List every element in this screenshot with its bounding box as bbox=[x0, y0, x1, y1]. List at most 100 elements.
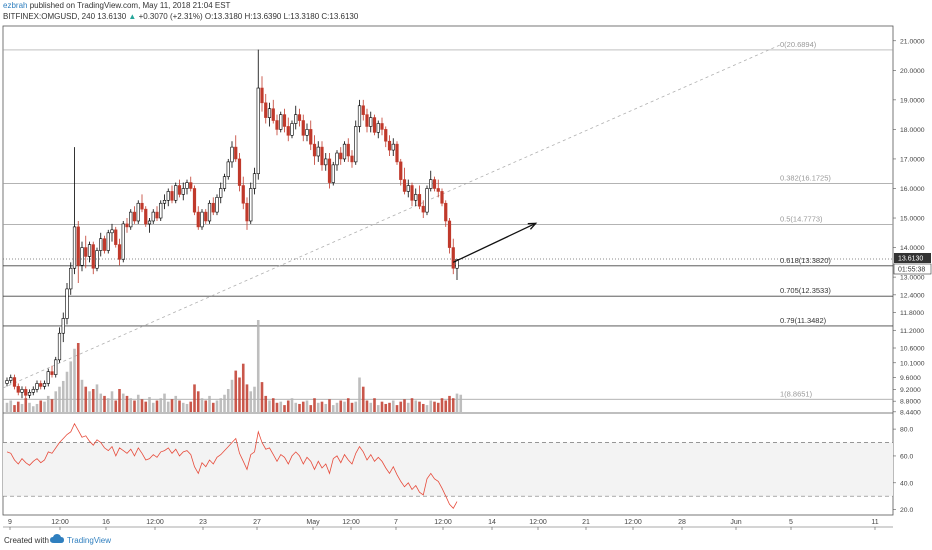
price-tick-label: 21.0000 bbox=[900, 38, 925, 45]
candle-body bbox=[346, 143, 350, 157]
volume-bar bbox=[118, 389, 121, 412]
candle-body bbox=[159, 202, 163, 219]
candle-body bbox=[125, 223, 129, 228]
candle-body bbox=[376, 123, 380, 133]
volume-bar bbox=[28, 402, 31, 412]
author-name[interactable]: ezbrah bbox=[3, 1, 28, 10]
candle-body bbox=[91, 244, 95, 269]
volume-bar bbox=[395, 405, 399, 412]
time-tick-label: 12:00 bbox=[434, 519, 452, 526]
volume-bar bbox=[65, 371, 69, 412]
volume-bar bbox=[290, 398, 294, 412]
volume-bar bbox=[253, 386, 256, 412]
volume-bar bbox=[129, 398, 133, 412]
candle-body bbox=[20, 389, 24, 393]
volume-bar bbox=[208, 395, 211, 412]
fib-retracement: 0(20.6894) 0.382(16.1725) 0.5(14.7773) 0.61… bbox=[3, 40, 893, 400]
volume-bar bbox=[13, 405, 16, 412]
volume-bar bbox=[433, 401, 436, 412]
volume-bar bbox=[294, 402, 298, 412]
volume-bar bbox=[76, 343, 80, 412]
candle-body bbox=[155, 211, 159, 219]
volume-bar bbox=[106, 398, 110, 412]
price-change: +0.3070 (+2.31%) bbox=[138, 12, 203, 21]
volume-bar bbox=[279, 401, 283, 412]
symbol-label: BITFINEX:OMGUSD, 240 bbox=[3, 12, 96, 21]
volume-bar bbox=[69, 361, 73, 412]
volume-bar bbox=[305, 400, 309, 412]
candle-body bbox=[455, 259, 459, 269]
candle-body bbox=[200, 211, 204, 228]
fib-label-0: 0(20.6894) bbox=[780, 40, 817, 49]
price-tick-label: 15.0000 bbox=[900, 216, 925, 223]
candle-body bbox=[357, 105, 362, 127]
volume-bar bbox=[365, 400, 369, 412]
volume-bar bbox=[136, 394, 140, 412]
candle-body bbox=[215, 197, 219, 213]
volume-bar bbox=[226, 389, 230, 412]
created-with-label: Created with bbox=[4, 536, 49, 545]
volume-bar bbox=[125, 395, 129, 412]
volume-bar bbox=[215, 400, 219, 412]
candle-body bbox=[444, 202, 448, 222]
last-price-label: 13.6130 bbox=[898, 255, 923, 262]
volume-bar bbox=[114, 400, 118, 412]
volume-bar bbox=[414, 400, 418, 412]
candle-body bbox=[39, 383, 43, 387]
volume-bar bbox=[58, 386, 61, 412]
candle-body bbox=[76, 226, 80, 266]
volume-bar bbox=[275, 402, 279, 412]
volume-bar bbox=[200, 398, 204, 412]
volume-bar bbox=[328, 399, 331, 412]
volume-bar bbox=[358, 377, 361, 412]
candle-body bbox=[301, 120, 305, 136]
volume-bar bbox=[24, 398, 28, 412]
volume-bar bbox=[151, 402, 155, 412]
candle-body bbox=[132, 211, 137, 222]
time-tick-label: 14 bbox=[488, 519, 496, 526]
volume-bar bbox=[444, 400, 448, 412]
volume-bar bbox=[61, 380, 65, 412]
candle-body bbox=[234, 146, 238, 160]
candle-body bbox=[50, 371, 54, 375]
volume-bar bbox=[459, 394, 463, 412]
fib-label-1: 1(8.8651) bbox=[780, 389, 813, 398]
candle-body bbox=[27, 392, 32, 396]
volume-bar bbox=[133, 400, 136, 412]
time-tick-label: 23 bbox=[199, 519, 207, 526]
volume-bar bbox=[155, 400, 159, 412]
fib-label-0-705: 0.705(12.3533) bbox=[780, 286, 831, 295]
volume-bar bbox=[268, 400, 271, 412]
candle-body bbox=[72, 226, 77, 269]
candle-body bbox=[429, 179, 433, 189]
price-tick-label: 17.0000 bbox=[900, 156, 925, 163]
candle-body bbox=[286, 126, 290, 136]
volume-bar bbox=[283, 405, 286, 412]
rsi-indicator bbox=[6, 422, 458, 509]
volume-bar bbox=[380, 401, 384, 412]
tradingview-brand[interactable]: TradingView bbox=[67, 536, 111, 545]
candle-body bbox=[399, 161, 403, 180]
candle-body bbox=[237, 158, 242, 186]
volume-bar bbox=[196, 391, 200, 412]
time-tick-label: 7 bbox=[394, 519, 398, 526]
candle-body bbox=[252, 173, 257, 189]
price-tick-label: 8.4400 bbox=[900, 409, 921, 416]
volume-bar bbox=[410, 398, 414, 412]
time-tick-label: 12:00 bbox=[529, 519, 547, 526]
candle-body bbox=[312, 143, 317, 157]
price-tick-label: 13.0000 bbox=[900, 275, 925, 282]
candle-body bbox=[136, 202, 140, 222]
candle-body bbox=[80, 247, 84, 266]
plot-area bbox=[2, 25, 894, 516]
chart-frame bbox=[2, 25, 894, 528]
fib-label-0-618: 0.618(13.3820) bbox=[780, 256, 831, 265]
candle-body bbox=[114, 229, 118, 245]
candle-body bbox=[84, 247, 88, 257]
volume-bar bbox=[50, 399, 54, 412]
candle-body bbox=[241, 185, 245, 204]
volume-bar bbox=[9, 400, 13, 412]
volume-bar bbox=[425, 405, 429, 412]
candle-body bbox=[271, 108, 275, 121]
